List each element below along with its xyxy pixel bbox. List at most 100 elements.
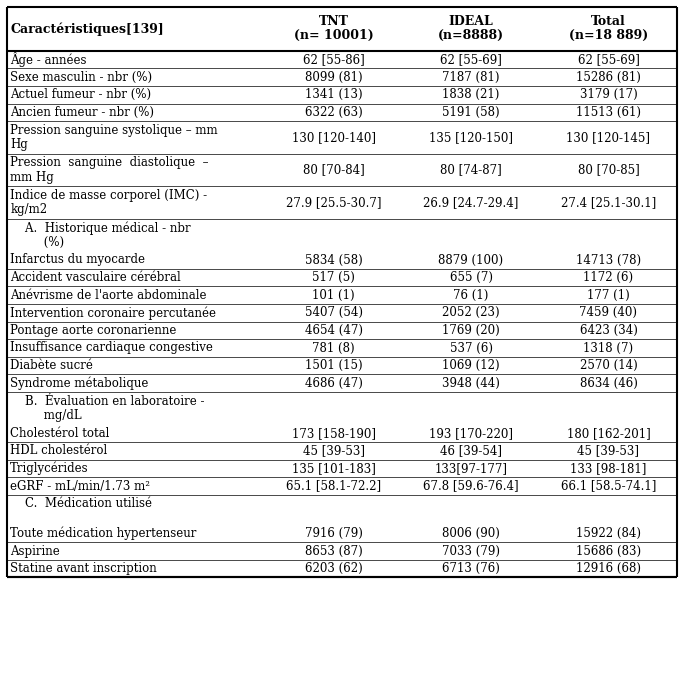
Text: 6713 (76): 6713 (76): [442, 562, 500, 575]
Text: Diabète sucré: Diabète sucré: [10, 359, 93, 372]
Text: 781 (8): 781 (8): [313, 341, 355, 355]
Text: 45 [39-53]: 45 [39-53]: [302, 444, 365, 458]
Text: 7033 (79): 7033 (79): [442, 544, 500, 558]
Text: Indice de masse corporel (IMC) -: Indice de masse corporel (IMC) -: [10, 189, 207, 202]
Text: 5191 (58): 5191 (58): [443, 106, 500, 119]
Text: 46 [39-54]: 46 [39-54]: [440, 444, 502, 458]
Text: 6322 (63): 6322 (63): [305, 106, 363, 119]
Bar: [7, 7, 677, 577]
Text: 1069 (12): 1069 (12): [443, 359, 500, 372]
Text: 7916 (79): 7916 (79): [304, 527, 363, 540]
Text: HDL cholestérol: HDL cholestérol: [10, 444, 107, 458]
Text: 1341 (13): 1341 (13): [305, 88, 363, 102]
Text: 3179 (17): 3179 (17): [579, 88, 637, 102]
Text: 173 [158-190]: 173 [158-190]: [291, 427, 376, 440]
Text: 1501 (15): 1501 (15): [305, 359, 363, 372]
Text: 8634 (46): 8634 (46): [579, 376, 637, 390]
Text: 1172 (6): 1172 (6): [583, 271, 633, 284]
Text: 3948 (44): 3948 (44): [442, 376, 500, 390]
Text: 8879 (100): 8879 (100): [438, 253, 503, 267]
Text: Infarctus du myocarde: Infarctus du myocarde: [10, 253, 145, 267]
Text: IDEAL: IDEAL: [449, 15, 493, 28]
Text: 177 (1): 177 (1): [587, 288, 630, 302]
Text: Accident vasculaire cérébral: Accident vasculaire cérébral: [10, 271, 181, 284]
Text: Toute médication hypertenseur: Toute médication hypertenseur: [10, 527, 196, 540]
Text: 655 (7): 655 (7): [449, 271, 492, 284]
Text: 80 [70-85]: 80 [70-85]: [577, 163, 640, 177]
Text: mm Hg: mm Hg: [10, 171, 54, 183]
Text: 8099 (81): 8099 (81): [305, 70, 363, 84]
Text: Pression  sanguine  diastolique  –: Pression sanguine diastolique –: [10, 156, 209, 169]
Text: 130 [120-140]: 130 [120-140]: [291, 131, 376, 144]
Text: 62 [55-69]: 62 [55-69]: [577, 53, 640, 66]
Text: 517 (5): 517 (5): [312, 271, 355, 284]
Text: Anévrisme de l'aorte abdominale: Anévrisme de l'aorte abdominale: [10, 288, 207, 302]
Text: 45 [39-53]: 45 [39-53]: [577, 444, 640, 458]
Text: 180 [162-201]: 180 [162-201]: [566, 427, 650, 440]
Text: 6423 (34): 6423 (34): [579, 324, 637, 337]
Text: 14713 (78): 14713 (78): [576, 253, 641, 267]
Text: mg/dL: mg/dL: [10, 409, 82, 422]
Text: 1838 (21): 1838 (21): [443, 88, 500, 102]
Text: Triglycérides: Triglycérides: [10, 462, 89, 475]
Text: Ancien fumeur - nbr (%): Ancien fumeur - nbr (%): [10, 106, 155, 119]
Text: 62 [55-69]: 62 [55-69]: [440, 53, 502, 66]
Text: 193 [170-220]: 193 [170-220]: [429, 427, 513, 440]
Text: (n=18 889): (n=18 889): [569, 29, 648, 43]
Text: 8653 (87): 8653 (87): [305, 544, 363, 558]
Text: TNT: TNT: [319, 15, 349, 28]
Text: Insuffisance cardiaque congestive: Insuffisance cardiaque congestive: [10, 341, 213, 355]
Text: 27.9 [25.5-30.7]: 27.9 [25.5-30.7]: [286, 196, 382, 209]
Text: 7459 (40): 7459 (40): [579, 306, 637, 320]
Text: (n= 10001): (n= 10001): [293, 29, 373, 43]
Text: 4686 (47): 4686 (47): [304, 376, 363, 390]
Text: 2052 (23): 2052 (23): [443, 306, 500, 320]
Text: B.  Évaluation en laboratoire -: B. Évaluation en laboratoire -: [10, 395, 205, 408]
Text: 7187 (81): 7187 (81): [443, 70, 500, 84]
Text: Intervention coronaire percutanée: Intervention coronaire percutanée: [10, 306, 216, 320]
Text: 5834 (58): 5834 (58): [305, 253, 363, 267]
Text: 12916 (68): 12916 (68): [576, 562, 641, 575]
Text: Âge - années: Âge - années: [10, 52, 87, 67]
Text: 80 [70-84]: 80 [70-84]: [303, 163, 365, 177]
Text: Hg: Hg: [10, 138, 28, 151]
Text: eGRF - mL/min/1.73 m²: eGRF - mL/min/1.73 m²: [10, 479, 150, 493]
Text: (n=8888): (n=8888): [438, 29, 504, 43]
Text: Cholestérol total: Cholestérol total: [10, 427, 109, 440]
Text: Aspirine: Aspirine: [10, 544, 60, 558]
Text: 135 [101-183]: 135 [101-183]: [291, 462, 376, 475]
Text: 5407 (54): 5407 (54): [304, 306, 363, 320]
Text: 15922 (84): 15922 (84): [576, 527, 641, 540]
Text: 6203 (62): 6203 (62): [305, 562, 363, 575]
Text: 133[97-177]: 133[97-177]: [434, 462, 508, 475]
Text: 1769 (20): 1769 (20): [442, 324, 500, 337]
Text: 101 (1): 101 (1): [313, 288, 355, 302]
Text: Pontage aorte coronarienne: Pontage aorte coronarienne: [10, 324, 176, 337]
Text: 8006 (90): 8006 (90): [442, 527, 500, 540]
Text: 26.9 [24.7-29.4]: 26.9 [24.7-29.4]: [423, 196, 518, 209]
Text: 80 [74-87]: 80 [74-87]: [440, 163, 502, 177]
Text: 1318 (7): 1318 (7): [583, 341, 633, 355]
Text: 130 [120-145]: 130 [120-145]: [566, 131, 650, 144]
Text: Pression sanguine systolique – mm: Pression sanguine systolique – mm: [10, 124, 218, 137]
Text: 15686 (83): 15686 (83): [576, 544, 641, 558]
Text: A.  Historique médical - nbr: A. Historique médical - nbr: [10, 221, 191, 234]
Text: 65.1 [58.1-72.2]: 65.1 [58.1-72.2]: [286, 479, 381, 493]
Text: 27.4 [25.1-30.1]: 27.4 [25.1-30.1]: [561, 196, 656, 209]
Text: Syndrome métabolique: Syndrome métabolique: [10, 376, 148, 390]
Text: Caractéristiques[139]: Caractéristiques[139]: [10, 22, 164, 35]
Text: (%): (%): [10, 236, 64, 248]
Text: Sexe masculin - nbr (%): Sexe masculin - nbr (%): [10, 70, 153, 84]
Text: 133 [98-181]: 133 [98-181]: [570, 462, 646, 475]
Text: 62 [55-86]: 62 [55-86]: [303, 53, 365, 66]
Text: 66.1 [58.5-74.1]: 66.1 [58.5-74.1]: [561, 479, 656, 493]
Text: 67.8 [59.6-76.4]: 67.8 [59.6-76.4]: [423, 479, 519, 493]
Text: 4654 (47): 4654 (47): [304, 324, 363, 337]
Text: 76 (1): 76 (1): [453, 288, 489, 302]
Text: Total: Total: [591, 15, 626, 28]
Text: C.  Médication utilisé: C. Médication utilisé: [10, 497, 153, 510]
Text: 2570 (14): 2570 (14): [579, 359, 637, 372]
Text: 15286 (81): 15286 (81): [576, 70, 641, 84]
Text: Statine avant inscription: Statine avant inscription: [10, 562, 157, 575]
Text: 537 (6): 537 (6): [449, 341, 492, 355]
